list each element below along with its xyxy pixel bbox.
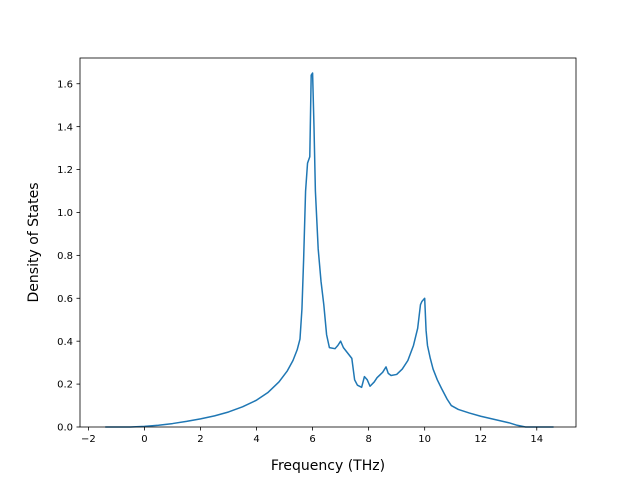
x-tick-label: 10 — [418, 434, 431, 445]
y-tick-label: 0.0 — [57, 423, 73, 434]
series-line-0 — [105, 72, 554, 428]
x-axis-label: Frequency (THz) — [271, 458, 385, 474]
x-tick-label: 2 — [197, 434, 203, 445]
x-tick-label: 14 — [530, 434, 543, 445]
y-tick-label: 0.6 — [57, 294, 73, 305]
y-tick-label: 0.4 — [57, 337, 73, 348]
plot-frame — [79, 57, 577, 428]
y-tick-label: 0.2 — [57, 380, 73, 391]
y-tick-label: 1.6 — [57, 79, 73, 90]
x-tick-label: 8 — [365, 434, 371, 445]
x-tick-label: 4 — [253, 434, 259, 445]
y-tick-label: 1.0 — [57, 208, 73, 219]
y-tick-label: 0.8 — [57, 251, 73, 262]
y-axis: 0.0 0.2 0.4 0.6 0.8 1.0 1.2 1.4 1.6 — [57, 79, 80, 434]
x-tick-label: 6 — [309, 434, 315, 445]
x-tick-label: 12 — [474, 434, 487, 445]
y-tick-label: 1.2 — [57, 165, 73, 176]
y-axis-label: Density of States — [26, 183, 42, 303]
series-layer — [105, 72, 554, 428]
x-tick-label: −2 — [81, 434, 96, 445]
x-axis: −2 0 2 4 6 8 10 12 14 — [81, 427, 543, 445]
y-tick-label: 1.4 — [57, 122, 73, 133]
x-tick-label: 0 — [141, 434, 147, 445]
